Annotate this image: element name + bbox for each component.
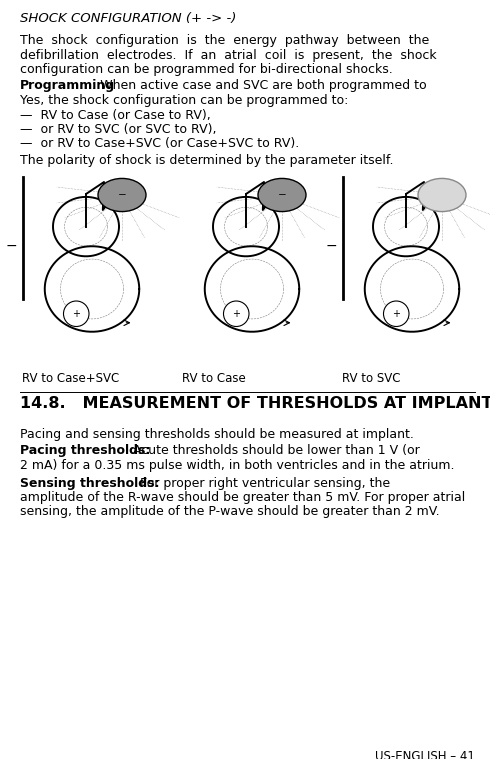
Ellipse shape [258,178,306,212]
Text: —  or RV to Case+SVC (or Case+SVC to RV).: — or RV to Case+SVC (or Case+SVC to RV). [20,137,299,150]
Text: −: − [5,239,17,253]
Text: Pacing thresholds:: Pacing thresholds: [20,444,150,457]
Text: −: − [325,239,337,253]
Text: SHOCK CONFIGURATION (+ -> -): SHOCK CONFIGURATION (+ -> -) [20,12,236,25]
Ellipse shape [418,178,466,212]
Text: Pacing and sensing thresholds should be measured at implant.: Pacing and sensing thresholds should be … [20,428,414,441]
Text: Acute thresholds should be lower than 1 V (or: Acute thresholds should be lower than 1 … [125,444,420,457]
Text: For proper right ventricular sensing, the: For proper right ventricular sensing, th… [132,477,390,490]
Text: 14.8.   MEASUREMENT OF THRESHOLDS AT IMPLANT: 14.8. MEASUREMENT OF THRESHOLDS AT IMPLA… [20,396,490,411]
Text: amplitude of the R-wave should be greater than 5 mV. For proper atrial: amplitude of the R-wave should be greate… [20,491,465,504]
Text: Sensing thresholds:: Sensing thresholds: [20,477,160,490]
Text: +: + [392,309,400,319]
Text: +: + [232,309,240,319]
Text: RV to SVC: RV to SVC [342,372,400,385]
Circle shape [223,301,249,326]
Text: RV to Case: RV to Case [182,372,246,385]
Text: —  RV to Case (or Case to RV),: — RV to Case (or Case to RV), [20,109,211,121]
Circle shape [384,301,409,326]
Text: US-ENGLISH – 41: US-ENGLISH – 41 [375,750,475,759]
Text: : When active case and SVC are both programmed to: : When active case and SVC are both prog… [92,80,427,93]
Text: 2 mA) for a 0.35 ms pulse width, in both ventricles and in the atrium.: 2 mA) for a 0.35 ms pulse width, in both… [20,458,455,471]
Text: RV to Case+SVC: RV to Case+SVC [22,372,119,385]
Text: Yes, the shock configuration can be programmed to:: Yes, the shock configuration can be prog… [20,94,348,107]
Text: The  shock  configuration  is  the  energy  pathway  between  the: The shock configuration is the energy pa… [20,34,429,47]
Circle shape [64,301,89,326]
Text: configuration can be programmed for bi-directional shocks.: configuration can be programmed for bi-d… [20,63,393,76]
Text: −: − [278,190,286,200]
Ellipse shape [98,178,146,212]
Text: Programming: Programming [20,80,115,93]
Text: The polarity of shock is determined by the parameter itself.: The polarity of shock is determined by t… [20,154,393,167]
Text: +: + [72,309,80,319]
Text: defibrillation  electrodes.  If  an  atrial  coil  is  present,  the  shock: defibrillation electrodes. If an atrial … [20,49,437,61]
Text: —  or RV to SVC (or SVC to RV),: — or RV to SVC (or SVC to RV), [20,123,217,136]
Text: sensing, the amplitude of the P-wave should be greater than 2 mV.: sensing, the amplitude of the P-wave sho… [20,505,440,518]
Text: −: − [118,190,126,200]
